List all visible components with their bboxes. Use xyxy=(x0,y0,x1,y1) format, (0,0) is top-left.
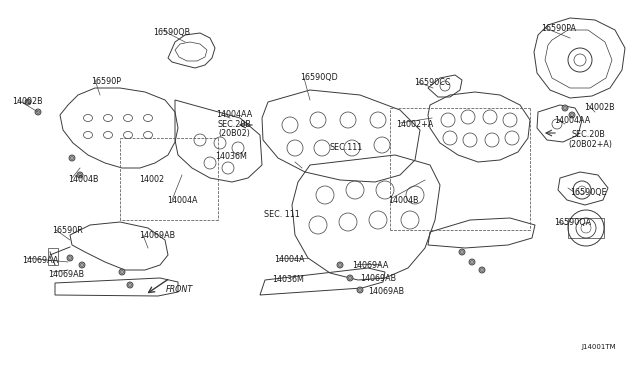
Text: 14069AA: 14069AA xyxy=(22,256,58,265)
Circle shape xyxy=(347,275,353,281)
Text: 14069AB: 14069AB xyxy=(48,270,84,279)
Text: 16590PA: 16590PA xyxy=(541,24,576,33)
Text: 14002: 14002 xyxy=(139,175,164,184)
Text: 16590R: 16590R xyxy=(52,226,83,235)
Text: (20B02): (20B02) xyxy=(218,129,250,138)
Circle shape xyxy=(119,269,125,275)
Circle shape xyxy=(67,255,73,261)
Circle shape xyxy=(469,259,475,265)
Text: 14004AA: 14004AA xyxy=(216,110,252,119)
Circle shape xyxy=(569,112,575,118)
Circle shape xyxy=(77,172,83,178)
Text: 14004A: 14004A xyxy=(167,196,198,205)
Text: 16590QD: 16590QD xyxy=(300,73,338,82)
Text: (20B02+A): (20B02+A) xyxy=(568,140,612,149)
Text: 16590QE: 16590QE xyxy=(570,188,607,197)
Text: SEC.111: SEC.111 xyxy=(330,143,364,152)
Circle shape xyxy=(337,262,343,268)
Text: SEC. 111: SEC. 111 xyxy=(264,210,300,219)
Text: 16590CC: 16590CC xyxy=(414,78,451,87)
Circle shape xyxy=(459,249,465,255)
Circle shape xyxy=(479,267,485,273)
Text: 14004B: 14004B xyxy=(388,196,419,205)
Text: SEC.20B: SEC.20B xyxy=(572,130,606,139)
Circle shape xyxy=(25,99,31,105)
Text: 14004AA: 14004AA xyxy=(554,116,590,125)
Text: 14002B: 14002B xyxy=(12,97,43,106)
Text: 14069AA: 14069AA xyxy=(352,261,388,270)
Text: 14069AB: 14069AB xyxy=(360,274,396,283)
Text: 14004A: 14004A xyxy=(274,255,305,264)
Circle shape xyxy=(35,109,41,115)
Text: 16590QB: 16590QB xyxy=(153,28,190,37)
Circle shape xyxy=(562,105,568,111)
Text: FRONT: FRONT xyxy=(166,285,193,294)
Circle shape xyxy=(79,262,85,268)
Text: 14002+A: 14002+A xyxy=(396,120,433,129)
Text: 14002B: 14002B xyxy=(584,103,614,112)
Text: SEC.20B: SEC.20B xyxy=(218,120,252,129)
Text: 16590P: 16590P xyxy=(91,77,121,86)
Circle shape xyxy=(69,155,75,161)
Text: 14069AB: 14069AB xyxy=(368,287,404,296)
Text: 14036M: 14036M xyxy=(272,275,304,284)
Text: 14004B: 14004B xyxy=(68,175,99,184)
Text: 14036M: 14036M xyxy=(215,152,247,161)
Text: 14069AB: 14069AB xyxy=(139,231,175,240)
Circle shape xyxy=(127,282,133,288)
Circle shape xyxy=(357,287,363,293)
Text: J14001TM: J14001TM xyxy=(581,344,616,350)
Text: 16590QA: 16590QA xyxy=(554,218,591,227)
